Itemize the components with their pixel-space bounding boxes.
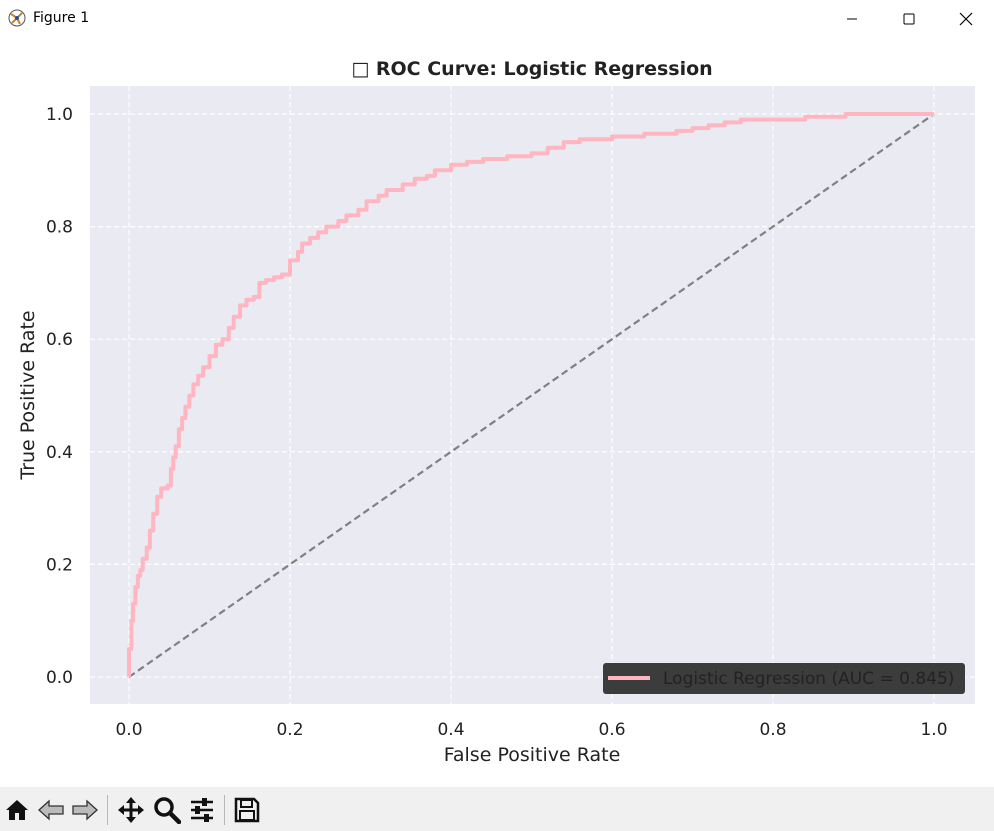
maximize-button[interactable] (880, 0, 938, 37)
chance-diagonal-line (128, 113, 935, 678)
forward-button[interactable] (70, 795, 100, 825)
y-axis-label: True Positive Rate (17, 310, 39, 480)
home-button[interactable] (2, 795, 32, 825)
app-icon (8, 9, 26, 27)
configure-button[interactable] (187, 795, 217, 825)
toolbar-separator (107, 795, 108, 825)
minimize-icon (847, 18, 857, 19)
x-tick-labels: 0.0 0.2 0.4 0.6 0.8 1.0 (115, 720, 947, 740)
zoom-icon (154, 797, 181, 824)
forward-icon (72, 799, 98, 821)
y-tick-label: 0.0 (46, 668, 73, 688)
configure-icon (191, 798, 213, 822)
grid-lines (90, 86, 975, 704)
window-title: Figure 1 (33, 10, 90, 26)
legend: Logistic Regression (AUC = 0.845) (603, 663, 965, 694)
x-tick-label: 0.2 (276, 720, 303, 740)
chart-title: □ ROC Curve: Logistic Regression (351, 58, 712, 80)
maximize-icon (903, 13, 915, 24)
window-titlebar: Figure 1 (0, 0, 994, 37)
back-icon (38, 799, 64, 821)
roc-chart: 0.0 0.2 0.4 0.6 0.8 1.0 0.0 0.2 0.4 0.6 0.8 1.0 □ … (17, 58, 975, 766)
back-button[interactable] (36, 795, 66, 825)
series-layer (127, 112, 935, 678)
x-tick-label: 0.0 (115, 720, 142, 740)
y-tick-label: 0.2 (46, 555, 73, 575)
close-icon (959, 12, 973, 25)
y-tick-label: 0.6 (46, 330, 73, 350)
x-axis-label: False Positive Rate (444, 744, 621, 766)
pan-button[interactable] (116, 795, 146, 825)
home-icon (6, 800, 28, 820)
close-button[interactable] (937, 0, 994, 37)
legend-label: Logistic Regression (AUC = 0.845) (663, 669, 954, 689)
save-button[interactable] (232, 795, 262, 825)
y-tick-label: 1.0 (46, 105, 73, 125)
x-tick-label: 0.4 (437, 720, 464, 740)
x-tick-label: 0.6 (598, 720, 625, 740)
roc-curve-line (127, 112, 934, 677)
navigation-toolbar (0, 787, 994, 831)
figure-canvas: 0.0 0.2 0.4 0.6 0.8 1.0 0.0 0.2 0.4 0.6 0.8 1.0 □ … (0, 37, 994, 787)
pan-icon (118, 797, 144, 823)
y-tick-label: 0.8 (46, 218, 73, 238)
zoom-button[interactable] (152, 795, 182, 825)
x-tick-label: 1.0 (920, 720, 947, 740)
y-tick-label: 0.4 (46, 443, 73, 463)
save-icon (234, 797, 260, 823)
minimize-button[interactable] (823, 0, 881, 37)
toolbar-separator (224, 795, 225, 825)
y-tick-labels: 0.0 0.2 0.4 0.6 0.8 1.0 (46, 105, 73, 688)
legend-box (603, 663, 965, 694)
x-tick-label: 0.8 (759, 720, 786, 740)
